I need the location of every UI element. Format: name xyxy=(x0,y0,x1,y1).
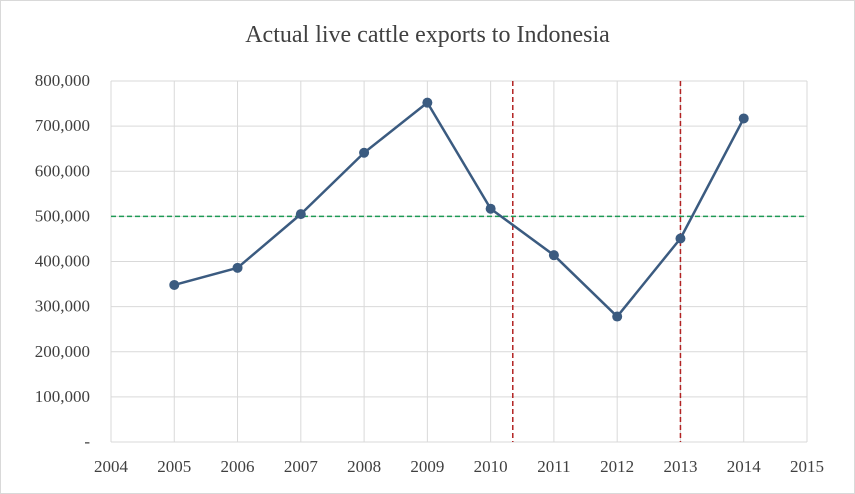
series-line xyxy=(173,101,745,318)
data-point xyxy=(485,203,496,214)
x-tick-label: 2005 xyxy=(157,457,191,476)
gridlines xyxy=(110,80,808,443)
x-tick-label: 2008 xyxy=(347,457,381,476)
series xyxy=(169,97,749,322)
x-tick-label: 2007 xyxy=(284,457,319,476)
x-tick-label: 2014 xyxy=(727,457,762,476)
y-tick-label: 500,000 xyxy=(35,206,90,225)
data-point xyxy=(359,147,370,158)
data-point xyxy=(548,250,559,261)
data-point xyxy=(232,262,243,273)
data-point xyxy=(169,279,180,290)
data-point xyxy=(612,311,623,322)
x-tick-label: 2012 xyxy=(600,457,634,476)
x-tick-label: 2011 xyxy=(537,457,570,476)
data-point xyxy=(422,97,433,108)
tick-labels: - 100,000 200,000 300,000 400,000 500,000 600,… xyxy=(35,71,824,476)
data-point xyxy=(675,233,686,244)
x-tick-label: 2015 xyxy=(790,457,824,476)
x-tick-label: 2004 xyxy=(94,457,129,476)
data-point xyxy=(295,209,306,220)
x-tick-label: 2013 xyxy=(663,457,697,476)
y-tick-label: 200,000 xyxy=(35,342,90,361)
x-tick-label: 2010 xyxy=(474,457,508,476)
chart-title: Actual live cattle exports to Indonesia xyxy=(245,22,610,48)
y-tick-label: 600,000 xyxy=(35,161,90,180)
x-tick-label: 2009 xyxy=(410,457,444,476)
y-tick-label: 800,000 xyxy=(35,71,90,90)
y-tick-label: 400,000 xyxy=(35,252,90,271)
x-tick-label: 2006 xyxy=(221,457,255,476)
data-point xyxy=(738,113,749,124)
y-tick-label: - xyxy=(84,432,90,451)
y-tick-label: 100,000 xyxy=(35,387,90,406)
y-tick-label: 700,000 xyxy=(35,116,90,135)
y-tick-label: 300,000 xyxy=(35,297,90,316)
